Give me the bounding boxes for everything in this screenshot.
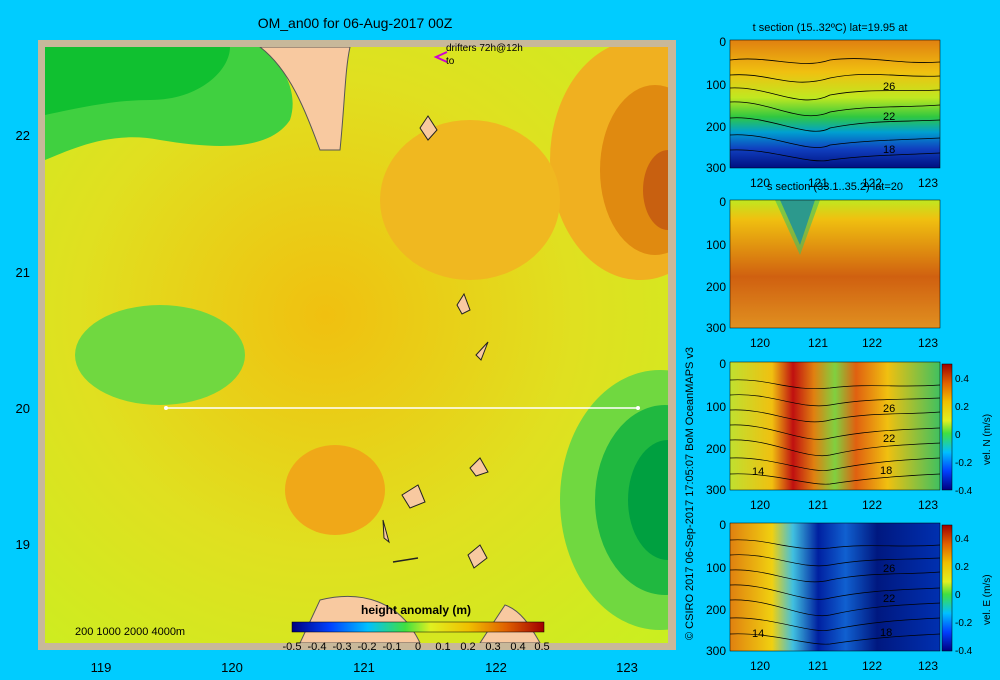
x-tick-label: 121 [353,660,375,675]
colorbar-tick: -0.4 [308,641,327,653]
drifters-label: drifters 72h@12h [446,43,523,54]
lon-tick-label: 121 [808,176,828,190]
contour-label: 14 [752,466,764,478]
colorbar-tick: -0.5 [283,641,302,653]
colorbar-tick: -0.2 [358,641,377,653]
colorbar-tick: 0.2 [460,641,475,653]
height-colorbar [291,621,545,633]
lon-tick-label: 123 [918,176,938,190]
depth-tick-label: 300 [706,321,726,335]
x-tick-label: 123 [616,660,638,675]
contour-label: 22 [883,433,895,445]
vel-e-colorbar [941,524,953,652]
colorbar-tick: 0.5 [534,641,549,653]
depth-tick-label: 300 [706,483,726,497]
x-tick-label: 119 [91,660,112,675]
contour-label: 18 [880,627,892,639]
lon-tick-label: 121 [808,659,828,673]
depth-tick-label: 200 [706,280,726,294]
lon-tick-label: 123 [918,498,938,512]
colorbar-tick: 0.2 [955,562,969,573]
depth-tick-label: 0 [719,357,726,371]
x-tick-label: 120 [221,660,243,675]
colorbar-tick: -0.1 [383,641,402,653]
colorbar-tick: 0 [415,641,421,653]
section-start-marker [164,406,168,410]
s-section-panel [729,199,941,329]
depth-tick-label: 200 [706,442,726,456]
drifter-track [433,51,448,63]
lon-tick-label: 123 [918,336,938,350]
contour-label: 18 [883,144,895,156]
height-anomaly-field [45,47,668,643]
depth-tick-label: 100 [706,238,726,252]
vel-e-panel [729,522,941,652]
colorbar-tick: 0.4 [510,641,525,653]
bathymetry-contour-note: 200 1000 2000 4000m [75,626,185,638]
colorbar-tick: -0.4 [955,486,973,497]
colorbar-tick: -0.2 [955,458,973,469]
y-tick-label: 19 [16,537,30,552]
contour-label: 26 [883,403,895,415]
depth-tick-label: 200 [706,603,726,617]
t-section-panel [729,39,941,169]
colorbar-tick: -0.3 [333,641,352,653]
y-tick-label: 20 [16,401,30,416]
colorbar-tick: 0 [955,430,961,441]
map-title: OM_an00 for 06-Aug-2017 00Z [258,15,453,31]
colorbar-tick: 0.4 [955,374,969,385]
t-section-title: t section (15..32ºC) lat=19.95 at [753,22,908,34]
depth-tick-label: 100 [706,400,726,414]
depth-tick-label: 100 [706,561,726,575]
section-end-marker [636,406,640,410]
contour-label: 22 [883,111,895,123]
depth-tick-label: 0 [719,195,726,209]
drifters-sub: to [446,56,455,67]
lon-tick-label: 121 [808,336,828,350]
contour-label: 18 [880,465,892,477]
y-tick-label: 21 [16,265,30,280]
depth-tick-label: 300 [706,161,726,175]
lon-tick-label: 122 [862,659,882,673]
depth-tick-label: 200 [706,120,726,134]
colorbar-tick: 0 [955,590,961,601]
depth-tick-label: 300 [706,644,726,658]
vel-n-panel [729,361,941,491]
lon-tick-label: 123 [918,659,938,673]
lon-tick-label: 120 [750,659,770,673]
colorbar-title: height anomaly (m) [361,603,471,617]
depth-tick-label: 100 [706,78,726,92]
vel-n-label: vel. N (m/s) [982,414,993,465]
lon-tick-label: 120 [750,336,770,350]
colorbar-tick: 0.4 [955,534,969,545]
depth-tick-label: 0 [719,518,726,532]
contour-label: 22 [883,593,895,605]
y-tick-label: 22 [16,128,30,143]
lon-tick-label: 122 [862,176,882,190]
s-section-title: s section (33.1..35.2) lat=20 [767,181,903,193]
colorbar-tick: -0.2 [955,618,973,629]
credit-text: © CSIRO 2017 06-Sep-2017 17:05:07 BoM Oc… [684,347,696,640]
contour-label: 26 [883,563,895,575]
lon-tick-label: 122 [862,498,882,512]
vel-e-label: vel. E (m/s) [982,574,993,625]
colorbar-tick: 0.3 [485,641,500,653]
colorbar-tick: 0.1 [435,641,450,653]
lon-tick-label: 122 [862,336,882,350]
depth-tick-label: 0 [719,35,726,49]
contour-label: 14 [752,628,764,640]
colorbar-tick: -0.4 [955,646,973,657]
lon-tick-label: 120 [750,176,770,190]
vel-n-colorbar [941,363,953,491]
x-tick-label: 122 [485,660,507,675]
contour-label: 26 [883,81,895,93]
colorbar-tick: 0.2 [955,402,969,413]
lon-tick-label: 120 [750,498,770,512]
lon-tick-label: 121 [808,498,828,512]
